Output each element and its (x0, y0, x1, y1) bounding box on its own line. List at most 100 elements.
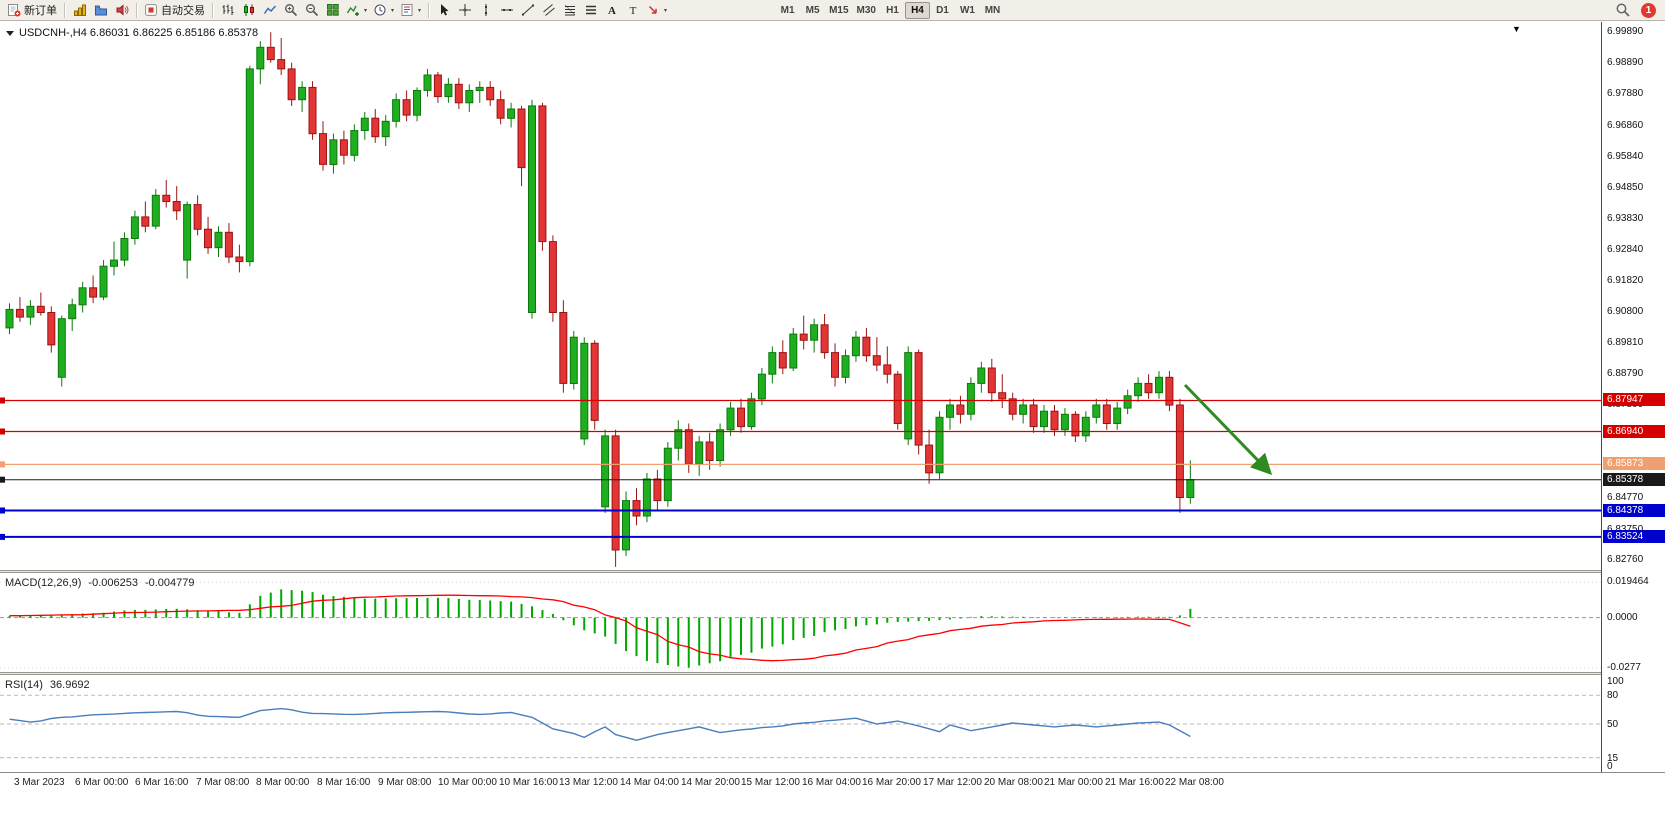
time-axis-label: 10 Mar 16:00 (499, 777, 558, 788)
cursor-icon[interactable] (433, 1, 454, 20)
toolbar-separator (212, 2, 213, 18)
price-axis-label: 6.92840 (1607, 244, 1644, 255)
rsi-axis-label: 15 (1607, 753, 1619, 764)
price-axis-label: 6.99890 (1607, 26, 1644, 37)
rsi-axis-label: 0 (1607, 761, 1613, 772)
autotrading-icon (144, 3, 158, 17)
trendline-icon[interactable] (517, 1, 538, 20)
new-chart-icon[interactable] (69, 1, 90, 20)
dropdown-caret-icon: ▾ (364, 7, 368, 14)
time-axis-label: 10 Mar 00:00 (438, 777, 497, 788)
quick-icons-group (69, 1, 132, 20)
time-axis-label: 6 Mar 00:00 (75, 777, 129, 788)
text-icon[interactable]: A (601, 1, 622, 20)
price-line-left-marker (0, 461, 5, 468)
dropdown-caret-icon: ▾ (418, 7, 422, 14)
time-axis-label: 8 Mar 00:00 (256, 777, 310, 788)
timeframe-d1-button[interactable]: D1 (930, 2, 955, 19)
toolbar: 新订单 自动交易 ▾ ▾ ▾ A T ▾ M1 M5 M15 M30 H1 H4 D1 W1 MN 1 (0, 0, 1665, 21)
channel-icon[interactable] (538, 1, 559, 20)
new-order-button[interactable]: 新订单 (4, 1, 60, 20)
alerts-icon[interactable] (111, 1, 132, 20)
timeframe-group: M1 M5 M15 M30 H1 H4 D1 W1 MN (775, 1, 1005, 19)
horizontal-price-lines[interactable] (0, 397, 1601, 540)
time-axis-label: 14 Mar 20:00 (681, 777, 740, 788)
macd-pane[interactable] (0, 574, 1601, 672)
price-line-left-marker (0, 476, 5, 483)
main-price-pane[interactable] (0, 22, 1601, 570)
profiles-icon[interactable] (90, 1, 111, 20)
rsi-name: RSI(14) (5, 679, 43, 691)
vertical-line-icon[interactable] (475, 1, 496, 20)
timeframe-w1-button[interactable]: W1 (955, 2, 980, 19)
macd-histogram (8, 589, 1192, 668)
pane-separator[interactable] (0, 570, 1665, 573)
horizontal-line-icon[interactable] (496, 1, 517, 20)
toolbar-separator (136, 2, 137, 18)
time-axis[interactable]: 3 Mar 2023 6 Mar 00:00 6 Mar 16:00 7 Mar 08… (0, 772, 1665, 791)
price-axis-label: 6.90800 (1607, 306, 1644, 317)
time-axis-label: 16 Mar 20:00 (862, 777, 921, 788)
indicators-icon[interactable]: ▾ (343, 1, 370, 20)
time-axis-label: 22 Mar 08:00 (1165, 777, 1224, 788)
chart-window: USDCNH-,H4 6.86031 6.86225 6.85186 6.853… (0, 22, 1665, 840)
macd-signal-line (9, 594, 1191, 662)
notification-badge[interactable]: 1 (1641, 2, 1656, 18)
autotrading-label: 自动交易 (161, 5, 205, 17)
macd-value-signal: -0.004779 (144, 577, 195, 589)
svg-text:A: A (608, 5, 616, 17)
arrows-icon[interactable]: ▾ (643, 1, 670, 20)
price-axis-label: 6.94850 (1607, 182, 1644, 193)
timeframe-mn-button[interactable]: MN (980, 2, 1005, 19)
objects-icon[interactable] (580, 1, 601, 20)
time-axis-label: 14 Mar 04:00 (620, 777, 679, 788)
symbol-ohlc-text: USDCNH-,H4 6.86031 6.86225 6.85186 6.853… (19, 27, 259, 39)
arrange-windows-icon[interactable] (322, 1, 343, 20)
price-axis-label: 6.91820 (1607, 275, 1644, 286)
rsi-pane[interactable] (0, 676, 1601, 772)
macd-axis-label: 0.0000 (1607, 612, 1638, 623)
collapse-icon[interactable] (6, 30, 14, 36)
price-axis-label: 6.82760 (1607, 554, 1644, 565)
rsi-axis-label: 50 (1607, 719, 1619, 730)
time-axis-label: 6 Mar 16:00 (135, 777, 189, 788)
zoom-out-icon[interactable] (301, 1, 322, 20)
price-line-left-marker (0, 428, 5, 435)
bar-chart-icon[interactable] (217, 1, 238, 20)
time-axis-label: 16 Mar 04:00 (802, 777, 861, 788)
price-axis[interactable]: 6.99890 6.98890 6.97880 6.96860 6.95840 6.948… (1601, 22, 1665, 772)
svg-text:T: T (629, 5, 636, 17)
label-icon[interactable]: T (622, 1, 643, 20)
pane-separator[interactable] (0, 672, 1665, 675)
autotrading-button[interactable]: 自动交易 (141, 1, 208, 20)
timeframe-h1-button[interactable]: H1 (880, 2, 905, 19)
price-axis-label: 6.83750 (1607, 524, 1643, 535)
macd-indicator-label: MACD(12,26,9) -0.006253 -0.004779 (5, 577, 195, 589)
fibonacci-icon[interactable] (559, 1, 580, 20)
periods-icon[interactable]: ▾ (370, 1, 397, 20)
crosshair-icon[interactable] (454, 1, 475, 20)
timeframe-m1-button[interactable]: M1 (775, 2, 800, 19)
dropdown-caret-icon: ▾ (664, 7, 668, 14)
time-axis-label: 9 Mar 08:00 (378, 777, 432, 788)
macd-axis-label: -0.0277 (1607, 662, 1641, 673)
timeframe-m30-button[interactable]: M30 (853, 2, 880, 19)
search-icon[interactable] (1612, 1, 1634, 20)
time-axis-label: 20 Mar 08:00 (984, 777, 1043, 788)
trend-arrow[interactable] (1183, 383, 1273, 476)
price-line-left-marker (0, 533, 5, 540)
timeframe-m15-button[interactable]: M15 (825, 2, 852, 19)
templates-icon[interactable]: ▾ (397, 1, 424, 20)
timeframe-h4-button[interactable]: H4 (904, 1, 930, 19)
price-axis-label: 6.93830 (1607, 213, 1644, 224)
price-line-badge: 6.86940 (1603, 425, 1665, 438)
timeframe-m5-button[interactable]: M5 (800, 2, 825, 19)
price-axis-label: 6.97880 (1607, 88, 1644, 99)
time-axis-label: 13 Mar 12:00 (559, 777, 618, 788)
price-axis-label: 6.96860 (1607, 120, 1644, 131)
line-chart-icon[interactable] (259, 1, 280, 20)
symbol-ohlc-label: USDCNH-,H4 6.86031 6.86225 6.85186 6.853… (6, 27, 258, 39)
candlestick-icon[interactable] (238, 1, 259, 20)
time-axis-label: 7 Mar 08:00 (196, 777, 250, 788)
zoom-in-icon[interactable] (280, 1, 301, 20)
